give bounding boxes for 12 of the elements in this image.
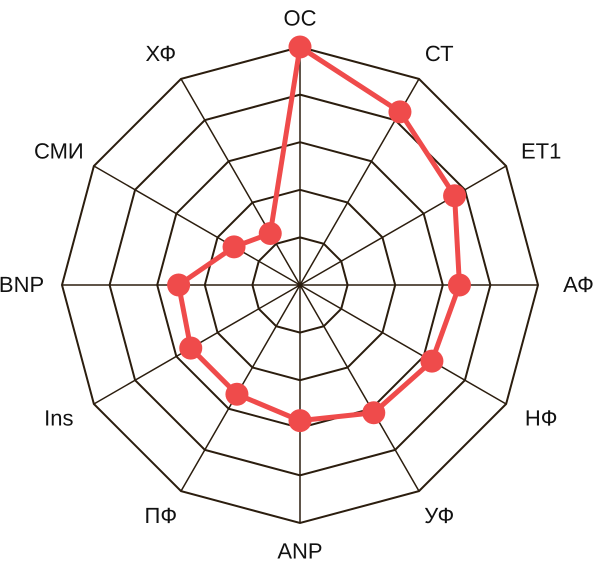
spoke-label: УФ — [424, 502, 454, 528]
spoke-label: СТ — [424, 41, 454, 66]
spoke-label: НФ — [524, 405, 558, 430]
spoke-label: Ins — [44, 405, 74, 430]
spoke-label: ЕТ1 — [520, 138, 562, 164]
spoke-label: ХФ — [145, 41, 176, 66]
spoke-label: ПФ — [144, 502, 178, 528]
spoke-label: ОС — [284, 5, 317, 30]
spoke-label: АФ — [563, 272, 594, 297]
spoke-label: ANP — [277, 538, 323, 564]
spoke-label: BNP — [0, 272, 44, 297]
spoke-label: СМИ — [34, 138, 84, 164]
